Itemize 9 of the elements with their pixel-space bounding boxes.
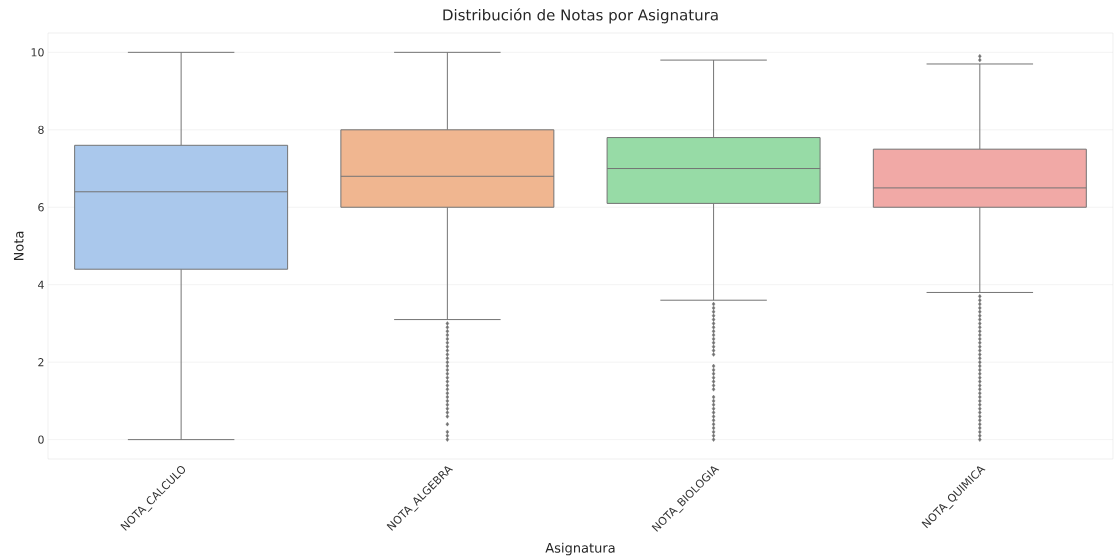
y-tick-label: 8	[38, 125, 44, 134]
x-axis-title: Asignatura	[545, 542, 615, 556]
y-tick-label: 10	[31, 48, 44, 57]
y-tick-label: 6	[38, 203, 44, 212]
chart-title: Distribución de Notas por Asignatura	[443, 8, 718, 24]
y-tick-label: 0	[38, 435, 44, 444]
y-tick-label: 4	[38, 280, 44, 289]
y-tick-label: 2	[38, 358, 44, 367]
y-axis-title: Nota	[13, 231, 24, 261]
